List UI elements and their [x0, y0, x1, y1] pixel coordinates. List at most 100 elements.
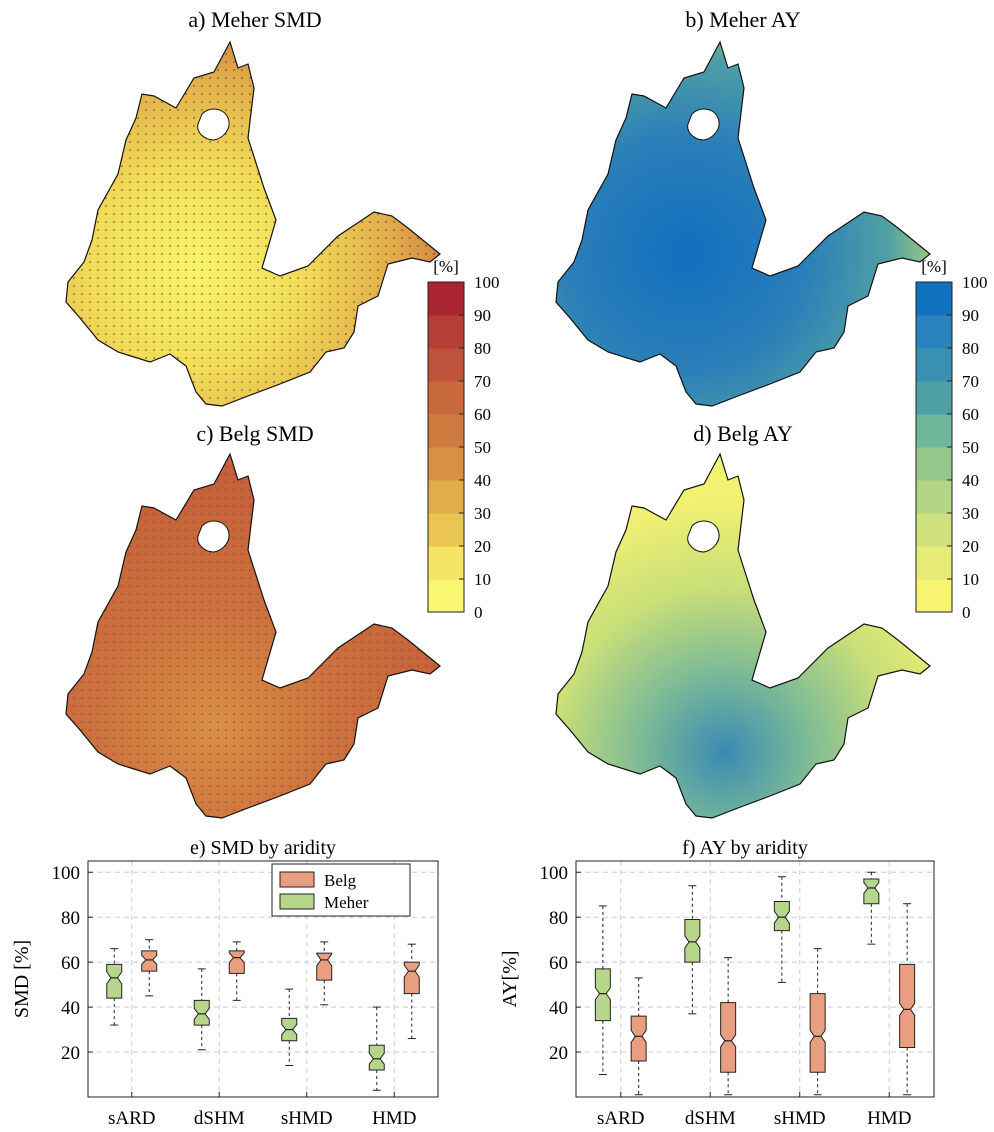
y-tick-label: 60	[549, 953, 568, 974]
box-belg	[316, 941, 333, 1006]
colorbar-tick-label: 0	[474, 603, 483, 622]
legend: Belg Meher	[271, 863, 411, 917]
map-b-region	[555, 41, 931, 407]
box-body	[720, 1002, 737, 1073]
colorbar-tick-label: 80	[962, 339, 979, 358]
colorbar-tick-label: 20	[962, 537, 979, 556]
y-tick-label: 20	[549, 1043, 568, 1064]
colorbar-tick-label: 40	[474, 471, 491, 490]
panel-d: d) Belg AY	[555, 421, 931, 819]
colorbar-tick-label: 70	[962, 372, 979, 391]
y-tick-label: 60	[61, 953, 80, 974]
box-body	[684, 918, 701, 963]
map-c	[65, 453, 441, 819]
colorbar-segment	[428, 513, 464, 547]
colorbar-segment	[428, 315, 464, 349]
colorbar-segment	[916, 513, 952, 547]
box-meher	[193, 968, 210, 1051]
box-body	[403, 961, 420, 995]
legend-swatch	[279, 893, 315, 910]
colorbar-tick-label: 70	[474, 372, 491, 391]
colorbar-tick-label: 90	[474, 306, 491, 325]
chart-title: f) AY by aridity	[682, 837, 808, 859]
colorbar-segment	[916, 282, 952, 316]
colorbar-segment	[916, 348, 952, 382]
x-tick-label: sHMD	[281, 1108, 333, 1129]
box-body	[863, 878, 880, 905]
panel-b-title: b) Meher AY	[685, 7, 800, 32]
colorbar-segment	[916, 480, 952, 514]
colorbar-segment	[916, 315, 952, 349]
y-tick-label: 100	[540, 863, 569, 884]
box-body	[228, 950, 245, 974]
y-tick-label: 80	[61, 908, 80, 929]
panel-c: c) Belg SMD	[65, 421, 441, 819]
x-tick-label: dSHM	[194, 1108, 245, 1129]
colorbar-tick-label: 60	[474, 405, 491, 424]
box-body	[899, 963, 916, 1049]
x-tick-label: sARD	[108, 1108, 156, 1129]
box-body	[316, 952, 333, 981]
box-belg	[141, 939, 158, 997]
colorbar-tick-label: 90	[962, 306, 979, 325]
colorbar-segment	[428, 480, 464, 514]
box-body	[193, 999, 210, 1026]
colorbar-segment	[916, 414, 952, 448]
box-meher	[863, 871, 880, 945]
panel-c-title: c) Belg SMD	[196, 421, 313, 446]
box-meher	[106, 948, 123, 1026]
colorbar-tick-label: 10	[474, 570, 491, 589]
colorbar-segment	[428, 381, 464, 415]
colorbar-segment	[428, 447, 464, 481]
panel-d-title: d) Belg AY	[693, 421, 793, 446]
colorbar-ay: 0 10 20 30 40 50 60 70 80 90 100 [%]	[915, 257, 988, 622]
colorbar-tick-label: 50	[962, 438, 979, 457]
colorbar-segment	[916, 381, 952, 415]
colorbar-tick-label: 40	[962, 471, 979, 490]
y-tick-label: 20	[61, 1043, 80, 1064]
colorbar-label: [%]	[433, 257, 458, 276]
colorbar-tick-label: 100	[962, 273, 988, 292]
axes-frame	[87, 860, 439, 1098]
box-belg	[403, 943, 420, 1040]
plot-area	[576, 861, 934, 1097]
box-meher	[281, 988, 298, 1067]
x-tick-label: HMD	[372, 1108, 416, 1129]
box-meher	[684, 885, 701, 1015]
box-body	[594, 968, 611, 1022]
map-b	[555, 41, 931, 407]
y-tick-label: 40	[61, 998, 80, 1019]
axes-frame	[575, 860, 935, 1098]
y-tick-label: 40	[549, 998, 568, 1019]
colorbar-tick-label: 20	[474, 537, 491, 556]
colorbar-segment	[428, 414, 464, 448]
colorbar-tick-label: 0	[962, 603, 971, 622]
colorbar-segment	[916, 546, 952, 580]
x-tick-label: dSHM	[685, 1108, 736, 1129]
box-body	[141, 950, 158, 972]
box-meher	[368, 1006, 385, 1091]
colorbar-tick-label: 100	[474, 273, 500, 292]
colorbar-tick-label: 10	[962, 570, 979, 589]
panel-a-title: a) Meher SMD	[188, 7, 321, 32]
x-tick-label: sHMD	[774, 1108, 826, 1129]
colorbar-segment	[428, 546, 464, 580]
panel-a: a) Meher SMD	[65, 7, 441, 407]
y-tick-label: 80	[549, 908, 568, 929]
box-belg	[720, 957, 737, 1096]
x-tick-label: HMD	[867, 1108, 911, 1129]
box-belg	[899, 903, 916, 1096]
boxplot-ay: 20 40 60 80 100 sARD dSHM sHMD HMD f) AY by aridi…	[499, 837, 935, 1129]
colorbar-label: [%]	[921, 257, 946, 276]
map-a	[65, 41, 441, 407]
box-meher	[773, 876, 790, 983]
box-body	[630, 1015, 647, 1062]
colorbar-tick-label: 50	[474, 438, 491, 457]
colorbar-smd: 0 10 20 30 40 50 60 70 80 90 100 [%]	[427, 257, 500, 622]
colorbar-tick-label: 80	[474, 339, 491, 358]
legend-label: Belg	[324, 871, 357, 890]
colorbar-segment	[428, 348, 464, 382]
y-axis-label: SMD [%]	[11, 940, 33, 1018]
box-meher	[594, 905, 611, 1076]
